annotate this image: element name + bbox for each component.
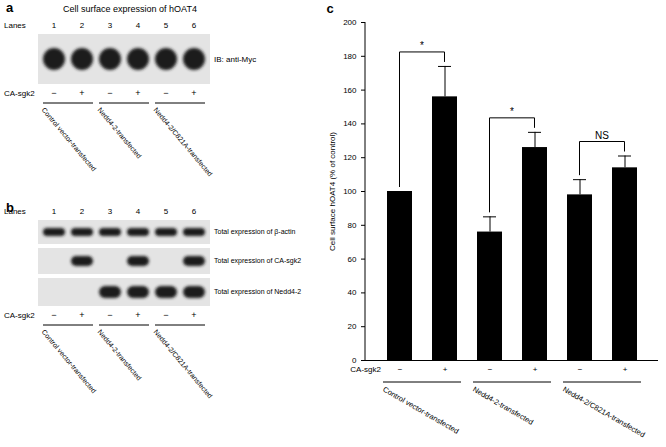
svg-text:+: + (79, 88, 84, 98)
svg-text:−: − (488, 365, 493, 374)
svg-text:100: 100 (343, 187, 357, 196)
svg-text:CA-sgk2: CA-sgk2 (4, 311, 35, 320)
svg-text:−: − (107, 88, 112, 98)
svg-text:CA-sgk2: CA-sgk2 (350, 365, 381, 374)
svg-text:−: − (163, 310, 168, 320)
svg-text:80: 80 (348, 221, 357, 230)
svg-text:−: − (51, 310, 56, 320)
svg-text:−: − (107, 310, 112, 320)
svg-text:140: 140 (343, 119, 357, 128)
svg-text:Total expression of Nedd4-2: Total expression of Nedd4-2 (214, 288, 301, 296)
svg-text:0: 0 (352, 356, 357, 366)
svg-text:CA-sgk2: CA-sgk2 (4, 89, 35, 98)
svg-text:Total expression of CA-sgk2: Total expression of CA-sgk2 (214, 257, 301, 265)
svg-text:Nedd4-2/C821A-transfected: Nedd4-2/C821A-transfected (561, 385, 646, 439)
svg-text:+: + (623, 365, 628, 374)
svg-text:4: 4 (136, 21, 141, 30)
svg-text:*: * (420, 40, 424, 51)
svg-text:200: 200 (343, 18, 357, 27)
svg-text:180: 180 (343, 52, 357, 61)
svg-text:Control vector-transfected: Control vector-transfected (381, 385, 460, 436)
svg-text:4: 4 (136, 207, 141, 216)
svg-text:Lanes: Lanes (4, 207, 26, 216)
svg-text:3: 3 (108, 21, 113, 30)
svg-text:−: − (163, 88, 168, 98)
svg-text:60: 60 (348, 255, 357, 264)
svg-text:6: 6 (192, 21, 197, 30)
svg-text:3: 3 (108, 207, 113, 216)
svg-text:+: + (135, 88, 140, 98)
svg-text:Nedd4-2/C821A-transfected: Nedd4-2/C821A-transfected (153, 328, 214, 399)
svg-text:a: a (6, 0, 14, 15)
svg-text:Control vector-transfected: Control vector-transfected (41, 328, 98, 394)
svg-text:160: 160 (343, 86, 357, 95)
svg-text:1: 1 (52, 207, 57, 216)
svg-text:1: 1 (52, 21, 57, 30)
svg-text:5: 5 (164, 207, 169, 216)
svg-text:40: 40 (348, 288, 357, 297)
svg-text:+: + (191, 88, 196, 98)
svg-text:2: 2 (80, 21, 85, 30)
svg-text:+: + (191, 310, 196, 320)
svg-text:6: 6 (192, 207, 197, 216)
svg-text:Cell surface expression of hOA: Cell surface expression of hOAT4 (63, 4, 197, 14)
svg-text:Nedd4-2-transfected: Nedd4-2-transfected (471, 385, 535, 427)
svg-text:2: 2 (80, 207, 85, 216)
svg-text:Cell surface hOAT4 (% of contr: Cell surface hOAT4 (% of control) (328, 132, 337, 251)
svg-text:−: − (398, 365, 403, 374)
svg-text:Nedd4-2/C821A-transfected: Nedd4-2/C821A-transfected (153, 106, 214, 177)
svg-text:IB: anti-Myc: IB: anti-Myc (214, 55, 256, 64)
svg-text:20: 20 (348, 322, 357, 331)
svg-text:c: c (326, 1, 333, 16)
svg-text:+: + (533, 365, 538, 374)
svg-text:Control vector-transfected: Control vector-transfected (41, 106, 98, 172)
svg-text:−: − (51, 88, 56, 98)
svg-text:Nedd4-2-transfected: Nedd4-2-transfected (97, 106, 143, 159)
svg-text:Lanes: Lanes (4, 21, 26, 30)
svg-text:NS: NS (595, 130, 609, 141)
svg-text:5: 5 (164, 21, 169, 30)
svg-text:+: + (135, 310, 140, 320)
svg-text:+: + (79, 310, 84, 320)
svg-text:+: + (443, 365, 448, 374)
svg-text:*: * (510, 106, 514, 117)
svg-text:−: − (578, 365, 583, 374)
svg-text:120: 120 (343, 153, 357, 162)
svg-text:Nedd4-2-transfected: Nedd4-2-transfected (97, 328, 143, 381)
svg-text:Total expression of β-actin: Total expression of β-actin (214, 228, 296, 236)
